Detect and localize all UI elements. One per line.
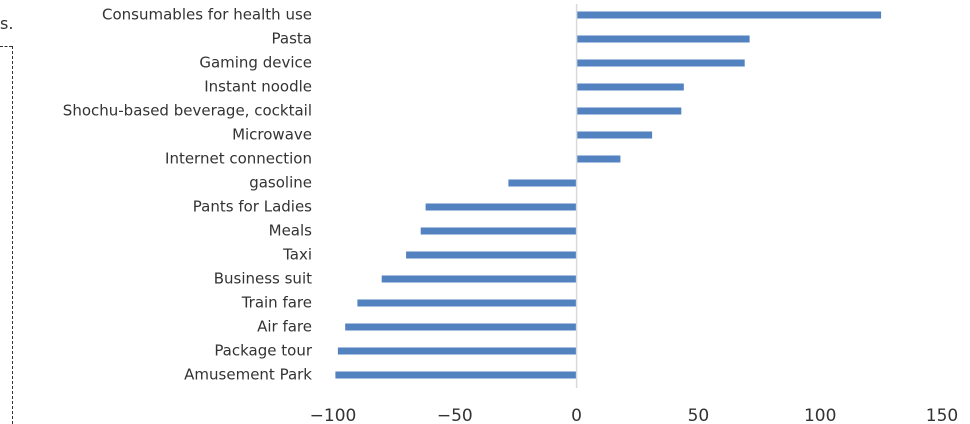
bar — [576, 107, 682, 115]
dashed-frame-left — [12, 46, 13, 424]
category-label: Air fare — [257, 318, 312, 336]
x-tick-labels: −100 −50 0 50 100 150 — [310, 406, 959, 424]
bar — [406, 251, 577, 259]
bar — [576, 35, 750, 43]
bar — [381, 275, 577, 283]
bar — [576, 155, 621, 163]
category-label: Gaming device — [199, 54, 312, 72]
bar — [357, 299, 577, 307]
category-label: Consumables for health use — [102, 6, 312, 24]
bar — [508, 179, 577, 187]
clipped-fragment-text: s. — [0, 14, 14, 33]
category-label: Pasta — [272, 30, 312, 48]
x-tick-label: 50 — [688, 406, 710, 424]
category-label: Amusement Park — [184, 366, 312, 384]
category-label: Business suit — [214, 270, 312, 288]
bar — [335, 371, 577, 379]
bar — [576, 59, 745, 67]
category-label: Taxi — [282, 246, 312, 264]
bar — [420, 227, 577, 235]
category-label: Pants for Ladies — [193, 198, 312, 216]
category-label: Shochu-based beverage, cocktail — [63, 102, 312, 120]
x-tick-label: −100 — [310, 406, 357, 424]
category-label: Meals — [269, 222, 313, 240]
x-tick-label: 0 — [571, 406, 582, 424]
dashed-frame-top — [0, 46, 12, 47]
bar — [337, 347, 577, 355]
category-label: Package tour — [214, 342, 313, 360]
category-label: Instant noodle — [204, 78, 312, 96]
x-tick-label: 100 — [804, 406, 836, 424]
bar — [425, 203, 577, 211]
x-tick-label: 150 — [926, 406, 958, 424]
category-label: Internet connection — [165, 150, 312, 168]
category-labels: Consumables for health use Pasta Gaming de… — [63, 6, 313, 384]
bar — [576, 11, 882, 19]
category-label: Train fare — [241, 294, 312, 312]
bar — [576, 131, 653, 139]
bar — [345, 323, 577, 331]
bar — [576, 83, 684, 91]
x-tick-label: −50 — [437, 406, 473, 424]
category-label: gasoline — [249, 174, 312, 192]
bars-group — [335, 11, 882, 379]
category-label: Microwave — [232, 126, 312, 144]
